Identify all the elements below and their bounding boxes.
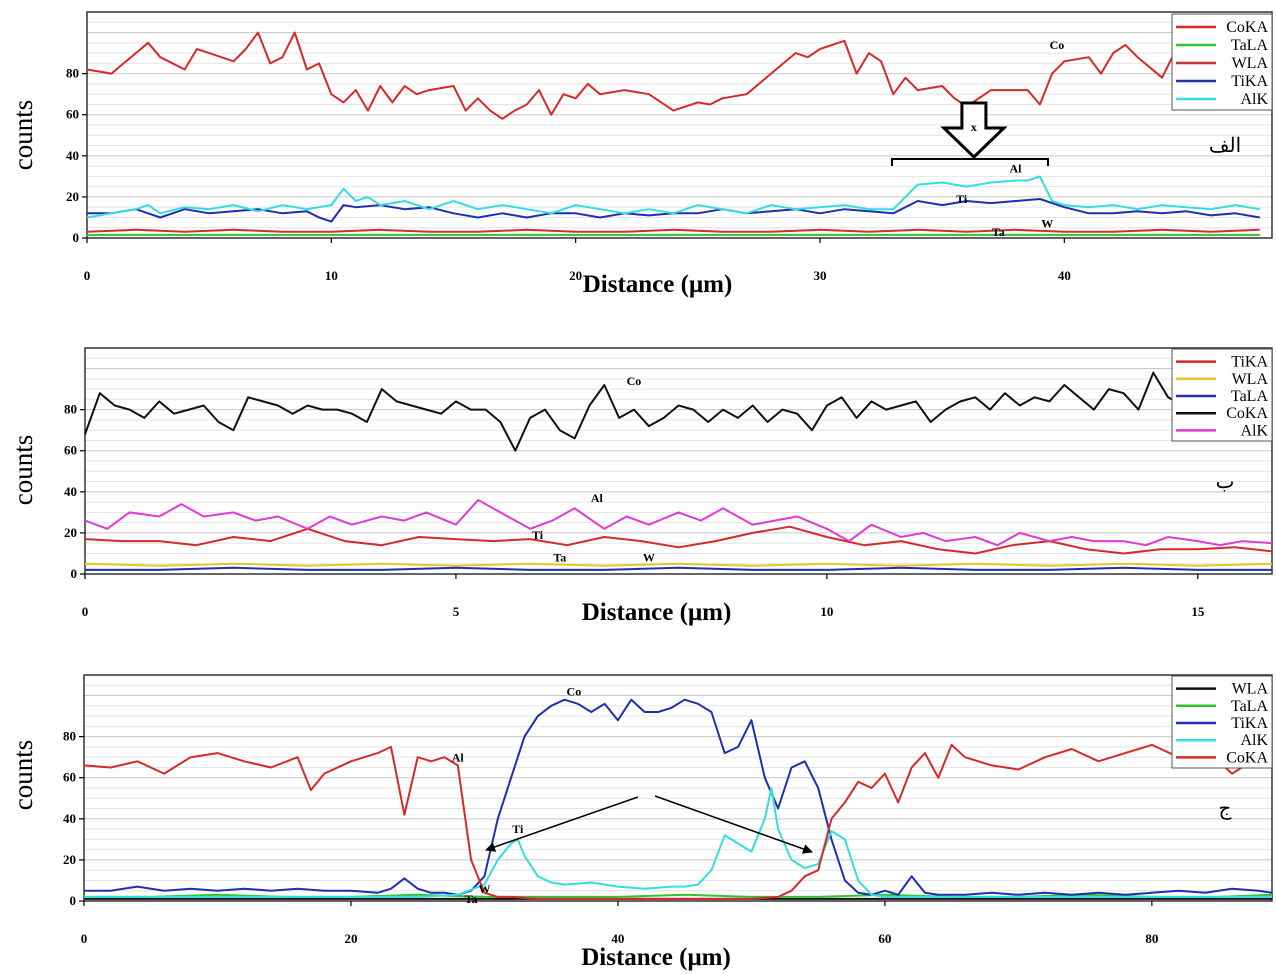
y-tick-label: 40 [66, 148, 79, 163]
legend-label-TaLA: TaLA [1231, 37, 1269, 54]
element-annotation-Al: Al [1009, 161, 1022, 175]
chart-panel-2: 0 20 40 60 80 0 5 10 15 Distance (μm) counts TiKAWL… [8, 347, 1273, 626]
legend-label-CoKA: CoKA [1226, 749, 1268, 766]
x-tick-label: 0 [81, 931, 88, 946]
element-annotation-Ta: Ta [992, 225, 1005, 239]
series-line-WLA [84, 562, 1273, 567]
y-tick-label: 80 [64, 402, 77, 417]
series-line-CoKA [83, 743, 1273, 900]
element-annotation-Ta: Ta [553, 551, 566, 565]
x-tick-label: 30 [813, 268, 826, 283]
plot-frame [86, 11, 1273, 239]
legend-label-TiKA: TiKA [1231, 715, 1268, 732]
series-line-TiKA [84, 525, 1273, 555]
panel-label: ج [1219, 796, 1232, 820]
series-line-AlK [84, 499, 1273, 547]
element-annotation-Ta: Ta [465, 892, 478, 906]
down-arrow-icon [940, 101, 1008, 160]
y-tick-label: 0 [70, 893, 77, 908]
series-line-WLA [86, 228, 1260, 233]
y-tick-label: 80 [66, 66, 79, 81]
panel-label: الف [1209, 133, 1241, 157]
legend-label-TaLA: TaLA [1231, 388, 1269, 405]
y-tick-label: 80 [63, 729, 76, 744]
element-annotation-Co: Co [567, 685, 582, 699]
legend-label-CoKA: CoKA [1226, 405, 1268, 422]
y-axis-label: counts [8, 740, 38, 811]
legend-label-TaLA: TaLA [1231, 698, 1269, 715]
x-tick-label: 10 [325, 268, 338, 283]
x-tick-label: 10 [820, 604, 833, 619]
plot-frame [83, 674, 1273, 902]
plot-frame [84, 347, 1273, 575]
y-tick-label: 40 [63, 811, 76, 826]
element-annotation-Ti: Ti [512, 822, 524, 836]
series-line-CoKA [86, 31, 1261, 120]
y-tick-label: 20 [64, 525, 77, 540]
element-annotation-Ti: Ti [956, 192, 968, 206]
series-line-TiKA [87, 198, 1260, 223]
x-tick-label: 40 [1058, 268, 1071, 283]
x-tick-label: 60 [878, 931, 891, 946]
series-line-AlK [84, 787, 1272, 898]
legend-label-WLA: WLA [1232, 371, 1269, 388]
y-tick-label: 40 [64, 484, 77, 499]
y-tick-label: 0 [71, 566, 78, 581]
region-bracket [891, 158, 1049, 166]
x-tick-label: 40 [611, 931, 624, 946]
marker-arrow: x [940, 101, 1008, 160]
element-annotation-W: W [1041, 217, 1053, 231]
legend-label-WLA: WLA [1232, 55, 1269, 72]
element-annotation-Ti: Ti [532, 528, 544, 542]
x-axis-label: Distance (μm) [582, 599, 732, 626]
y-tick-label: 60 [63, 770, 76, 785]
pointer-arrow-right [654, 795, 813, 854]
series-line-TiKA [84, 698, 1273, 896]
legend-label-TiKA: TiKA [1231, 73, 1268, 90]
x-axis-label: Distance (μm) [583, 271, 733, 298]
series-line-CoKA [84, 371, 1273, 452]
legend-label-AlK: AlK [1240, 91, 1268, 108]
legend-label-TiKA: TiKA [1231, 354, 1268, 371]
legend-label-WLA: WLA [1232, 681, 1269, 698]
y-axis-label: counts [8, 435, 38, 506]
chart-panel-1: 0 20 40 60 80 0 10 20 30 40 Distance (μm) counts CoK… [8, 11, 1273, 298]
x-tick-label: 0 [84, 268, 91, 283]
element-annotation-Al: Al [591, 491, 604, 505]
element-annotation-W: W [643, 551, 655, 565]
series-line-TaLA [85, 566, 1272, 571]
x-tick-label: 5 [453, 604, 460, 619]
arrow-label-x: x [971, 120, 977, 134]
x-axis-label: Distance (μm) [581, 944, 731, 971]
x-tick-label: 80 [1145, 931, 1158, 946]
y-axis-label: counts [8, 100, 38, 171]
y-tick-label: 0 [73, 230, 80, 245]
element-annotation-Co: Co [627, 374, 642, 388]
chart-panel-3: 0 20 40 60 80 0 20 40 60 80 Distance (μm) counts WLA… [8, 674, 1273, 971]
x-tick-label: 20 [344, 931, 357, 946]
legend-label-CoKA: CoKA [1226, 19, 1268, 36]
y-tick-label: 20 [66, 189, 79, 204]
legend-label-AlK: AlK [1240, 732, 1268, 749]
element-annotation-W: W [478, 882, 490, 896]
x-tick-label: 0 [82, 604, 89, 619]
y-tick-label: 20 [63, 852, 76, 867]
panel-label: ب [1216, 469, 1235, 493]
y-tick-label: 60 [66, 107, 79, 122]
legend-label-AlK: AlK [1240, 422, 1268, 439]
x-tick-label: 20 [569, 268, 582, 283]
series-line-AlK [86, 175, 1260, 219]
element-annotation-Co: Co [1050, 38, 1065, 52]
y-tick-label: 60 [64, 443, 77, 458]
element-annotation-Al: Al [452, 750, 465, 764]
x-tick-label: 15 [1191, 604, 1205, 619]
pointer-arrow-left [485, 796, 639, 852]
